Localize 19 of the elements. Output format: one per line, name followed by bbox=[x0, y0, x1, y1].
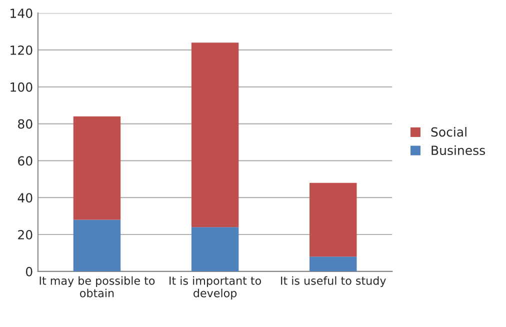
bar bbox=[191, 42, 239, 228]
legend-label: Social bbox=[431, 127, 466, 137]
x-tick-label: It is important to develop bbox=[170, 276, 262, 300]
bar bbox=[73, 116, 121, 220]
legend-label: Business bbox=[432, 145, 485, 156]
bar bbox=[310, 256, 357, 272]
y-tick-label: 20 bbox=[18, 230, 32, 240]
y-tick-label: 80 bbox=[18, 119, 32, 129]
x-tick-label: It may be possible to obtain bbox=[40, 276, 155, 298]
y-tick-label: 120 bbox=[10, 45, 32, 55]
bar bbox=[73, 220, 121, 272]
y-tick-label: 140 bbox=[10, 8, 32, 18]
y-tick-label: 100 bbox=[10, 82, 32, 92]
bar bbox=[310, 182, 357, 257]
y-tick-label: 0 bbox=[26, 266, 32, 276]
y-tick-label: 40 bbox=[18, 193, 32, 203]
bar bbox=[191, 227, 239, 272]
y-tick-label: 60 bbox=[18, 156, 32, 166]
x-tick-label: It is useful to study bbox=[281, 276, 386, 288]
